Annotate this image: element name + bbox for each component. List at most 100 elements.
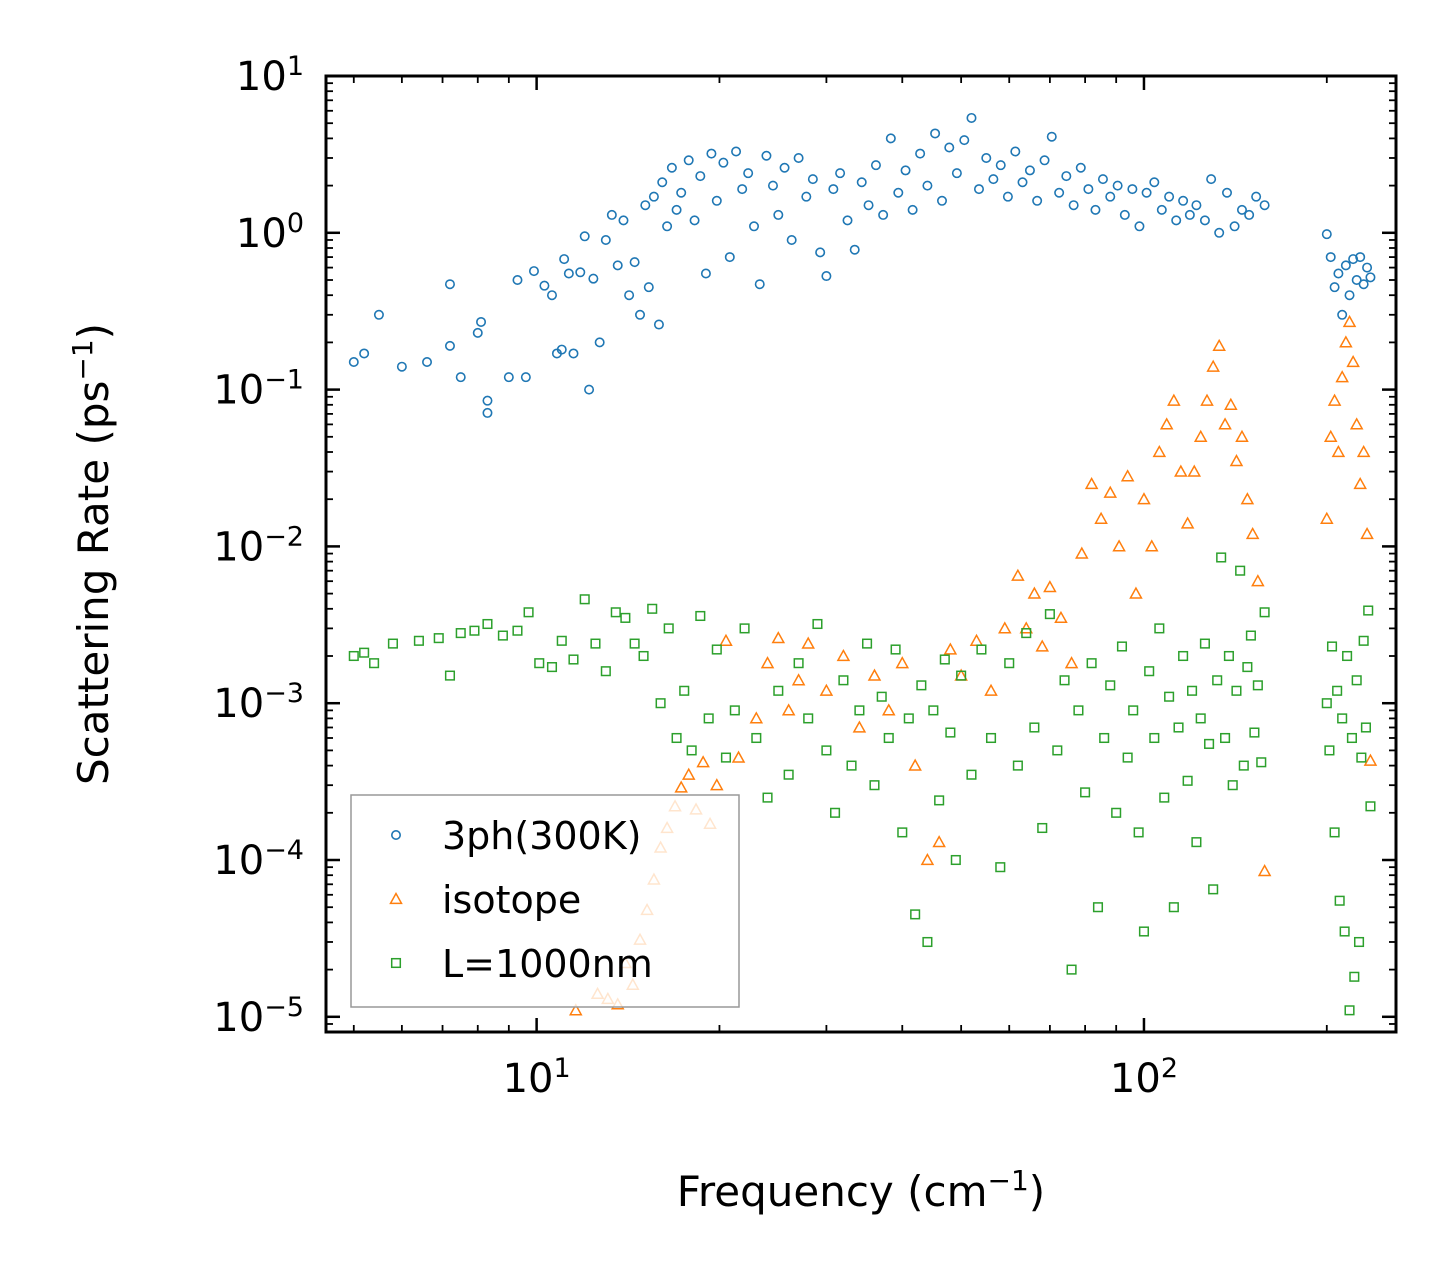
data-point xyxy=(534,658,545,669)
data-point xyxy=(1342,650,1353,662)
data-point xyxy=(1327,393,1342,406)
data-point xyxy=(781,703,796,716)
data-point xyxy=(1029,722,1040,733)
data-point xyxy=(718,157,729,168)
data-point xyxy=(1220,732,1231,744)
data-point xyxy=(842,215,853,226)
data-point xyxy=(676,187,687,198)
data-point xyxy=(1167,393,1181,406)
data-point xyxy=(870,160,881,171)
data-point xyxy=(640,200,651,211)
series-0 xyxy=(348,112,1376,418)
y-tick-label: 10−1 xyxy=(213,364,304,414)
data-point xyxy=(1206,359,1220,372)
data-point xyxy=(1353,476,1367,490)
data-point xyxy=(1004,658,1015,669)
data-point xyxy=(1323,429,1338,442)
data-point xyxy=(1326,641,1338,652)
data-point xyxy=(922,936,933,948)
data-point xyxy=(1245,526,1260,540)
data-point xyxy=(1152,444,1167,458)
data-point xyxy=(1164,191,1175,202)
data-point xyxy=(1092,902,1104,913)
data-point xyxy=(1236,204,1247,215)
data-point xyxy=(966,769,977,780)
data-point xyxy=(749,221,760,232)
data-point xyxy=(812,618,823,630)
data-point xyxy=(662,221,673,232)
data-point xyxy=(1120,469,1135,482)
data-point xyxy=(653,319,664,330)
data-point xyxy=(835,168,846,179)
data-point xyxy=(433,633,444,644)
data-point xyxy=(793,152,804,163)
data-point xyxy=(1223,650,1234,662)
data-point xyxy=(1259,200,1270,211)
data-point xyxy=(686,745,697,756)
x-axis-title: Frequency (cm−1) xyxy=(677,1164,1045,1217)
legend-label: 3ph(300K) xyxy=(442,814,641,858)
data-point xyxy=(803,713,814,724)
data-point xyxy=(883,732,894,744)
data-point xyxy=(606,209,617,220)
data-point xyxy=(731,750,746,763)
data-point xyxy=(413,635,424,646)
data-point xyxy=(773,685,784,696)
data-point xyxy=(422,356,433,367)
data-point xyxy=(838,675,849,686)
data-point xyxy=(956,670,967,681)
data-point xyxy=(862,638,873,649)
data-point xyxy=(1360,722,1371,733)
data-point xyxy=(1105,680,1116,691)
data-point xyxy=(951,168,962,179)
data-point xyxy=(681,767,696,780)
data-point xyxy=(915,148,926,159)
data-point xyxy=(944,142,955,153)
data-point xyxy=(856,177,867,188)
data-point xyxy=(932,835,946,848)
data-point xyxy=(647,603,658,614)
data-point xyxy=(556,344,567,355)
data-point xyxy=(890,644,901,655)
data-point xyxy=(881,703,896,716)
data-point xyxy=(985,732,997,744)
data-point xyxy=(584,384,595,395)
data-point xyxy=(846,760,857,771)
data-point xyxy=(1154,623,1165,634)
data-point xyxy=(939,654,950,665)
data-point xyxy=(539,280,550,291)
data-point xyxy=(482,395,493,406)
data-point xyxy=(635,309,646,320)
legend-label: L=1000nm xyxy=(442,942,653,986)
data-point xyxy=(1134,221,1145,232)
legend-marker xyxy=(389,891,403,905)
legend-entry-0: 3ph(300K) xyxy=(390,814,641,858)
data-point xyxy=(981,152,992,163)
data-point xyxy=(444,279,455,290)
data-point xyxy=(546,662,558,673)
data-point xyxy=(1363,753,1378,766)
data-point xyxy=(1103,485,1118,498)
data-point xyxy=(754,279,765,290)
data-point xyxy=(1195,713,1206,724)
data-point xyxy=(731,146,742,157)
data-point xyxy=(1360,526,1374,540)
data-point xyxy=(482,407,493,418)
data-point xyxy=(900,165,911,176)
data-point xyxy=(1365,801,1376,812)
data-point xyxy=(610,607,621,618)
data-point xyxy=(700,268,711,279)
data-point xyxy=(1358,635,1369,646)
data-point xyxy=(1064,656,1079,669)
data-point xyxy=(897,827,908,838)
data-point xyxy=(969,633,984,646)
data-point xyxy=(1321,698,1332,709)
data-point xyxy=(703,713,714,724)
data-point xyxy=(1180,516,1195,529)
data-point xyxy=(1191,837,1202,848)
data-point xyxy=(1251,574,1265,587)
data-point xyxy=(472,327,483,338)
data-point xyxy=(1068,200,1079,211)
data-point xyxy=(771,631,786,644)
data-point xyxy=(1229,221,1240,232)
